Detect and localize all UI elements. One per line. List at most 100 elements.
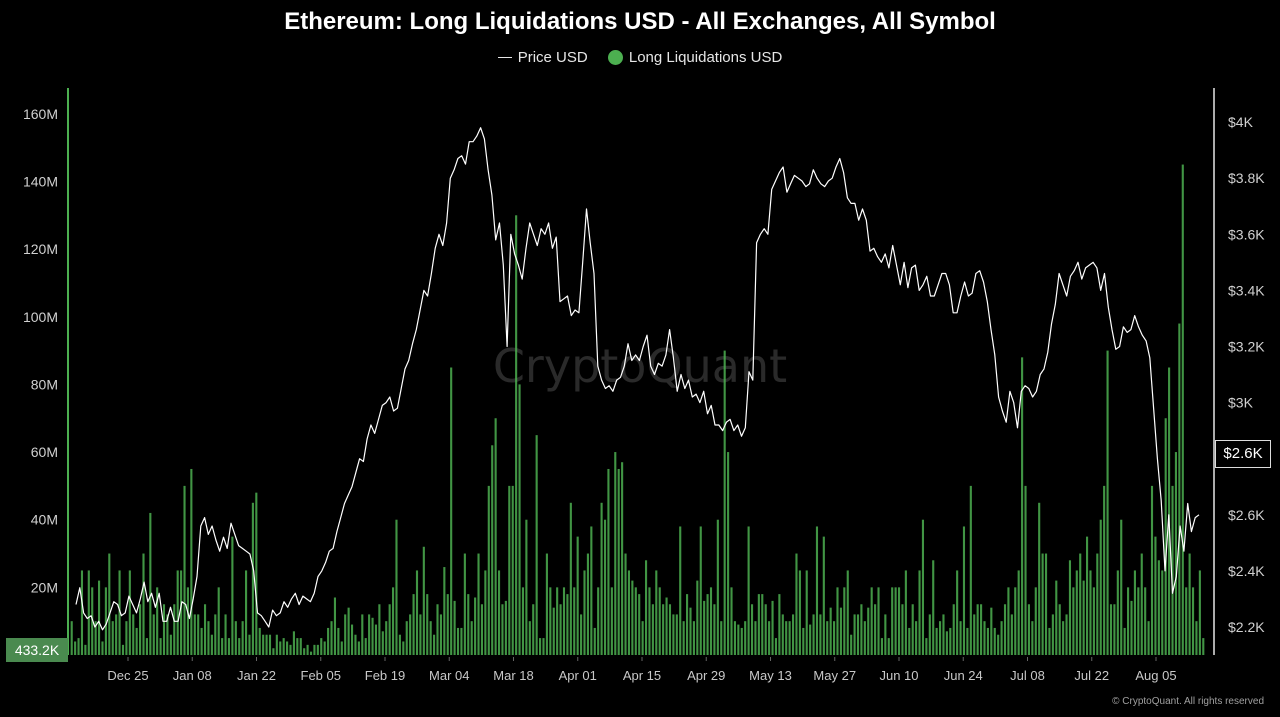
liquidation-bar [1140,553,1143,655]
liquidation-bar [959,621,962,655]
liquidation-bar [521,587,525,655]
liquidation-bar [484,570,487,655]
x-tick-label: Dec 25 [107,668,148,683]
liquidation-bar [156,587,159,655]
liquidation-bar [867,607,870,655]
x-tick-label: Jul 22 [1074,668,1109,683]
liquidation-bar [597,587,600,655]
liquidation-bar [973,614,976,655]
liquidation-bar [419,614,422,655]
liquidation-bar [682,621,685,655]
legend-price-label: Price USD [517,48,588,66]
left-tick-label: 40M [31,512,58,528]
liquidation-bar [115,614,118,655]
liquidation-bar [1055,580,1058,655]
liquidation-bar [176,570,179,655]
legend-item-liquidations[interactable]: Long Liquidations USD [607,48,783,66]
liquidation-bar [436,604,439,655]
x-tick-label: Aug 05 [1135,668,1176,683]
liquidation-bar [166,614,169,655]
liquidation-bar [265,634,268,655]
x-tick-label: Feb 19 [365,668,405,683]
liquidation-bar [1010,614,1013,655]
liquidation-bar [860,604,863,655]
liquidation-bar [327,627,330,655]
liquidation-bar [785,621,788,655]
liquidation-bar [180,570,183,655]
liquidation-bar [378,604,381,655]
x-tick-label: Jun 10 [879,668,918,683]
liquidation-bar [279,641,282,655]
liquidation-bar [638,594,641,655]
liquidation-bar [354,634,357,655]
liquidation-bar [1116,570,1119,655]
liquidation-bar [402,641,405,655]
liquidation-bar [833,621,836,655]
liquidation-bar [856,614,860,655]
liquidation-bar [207,621,210,655]
liquidation-bar [1174,452,1177,655]
liquidation-bar [371,617,374,655]
x-tick-label: Feb 05 [301,668,341,683]
liquidation-bar [1133,570,1136,655]
liquidation-bar [1147,621,1150,655]
liquidation-bar [641,621,644,655]
liquidation-bar [696,580,699,655]
liquidation-bar [1171,485,1174,655]
liquidation-bar [80,570,84,655]
liquidation-bar [135,627,138,655]
x-tick-label: Apr 29 [687,668,725,683]
liquidation-bar [935,627,938,655]
liquidation-bar [463,553,466,655]
liquidation-bar [686,594,689,655]
chart-legend: Price USD Long Liquidations USD [0,48,1280,66]
liquidation-bar [238,638,241,655]
liquidation-bar [730,587,733,655]
liquidation-bar [456,627,460,655]
liquidation-bar [258,627,261,655]
liquidation-bar [778,594,781,655]
liquidation-bar [357,641,360,655]
liquidation-bar [309,651,313,655]
x-tick-label: Jan 08 [173,668,212,683]
liquidation-bar [798,570,801,655]
right-y-axis: $2.2K$2.4K$2.6K$2.8K$3K$3.2K$3.4K$3.6K$3… [1213,88,1265,655]
liquidation-bar [713,604,716,655]
liquidation-bar [795,553,798,655]
x-tick-label: Mar 04 [429,668,469,683]
liquidation-bar [1048,627,1051,655]
liquidation-bar [333,597,337,655]
liquidation-bar [224,614,227,655]
liquidation-bar [1068,560,1072,655]
liquidation-bar [497,570,501,655]
liquidation-bar [149,512,152,655]
legend-liq-label: Long Liquidations USD [628,48,783,66]
price-line [75,127,1200,631]
liquidation-bar [1027,604,1030,655]
liquidation-bar [426,594,429,655]
liquidation-bar [214,614,217,655]
liquidation-bar [802,627,805,655]
liquidation-bar [901,604,904,655]
liquidation-bar [217,587,220,655]
liquidation-bar [624,553,627,655]
liquidation-bar [980,604,983,655]
liquidation-bar [255,492,258,655]
liquidation-bar [812,614,815,655]
liquidation-bar [474,597,477,655]
liquidation-bar [361,614,364,655]
legend-item-price[interactable]: Price USD [497,48,588,66]
liquidation-bar [843,587,846,655]
liquidation-bar [282,638,285,655]
liquidation-bar [443,567,446,655]
liquidation-bar [121,644,125,655]
liquidation-bar [1103,485,1106,655]
liquidation-bar [1191,587,1195,655]
current-price-badge: $2.6K [1215,440,1271,468]
liquidation-bar [679,526,682,655]
liquidation-bar [556,587,559,655]
liquidation-bar [908,627,911,655]
legend-line-icon [497,57,512,59]
liquidation-bar [672,614,675,655]
liquidation-bar [870,587,873,655]
